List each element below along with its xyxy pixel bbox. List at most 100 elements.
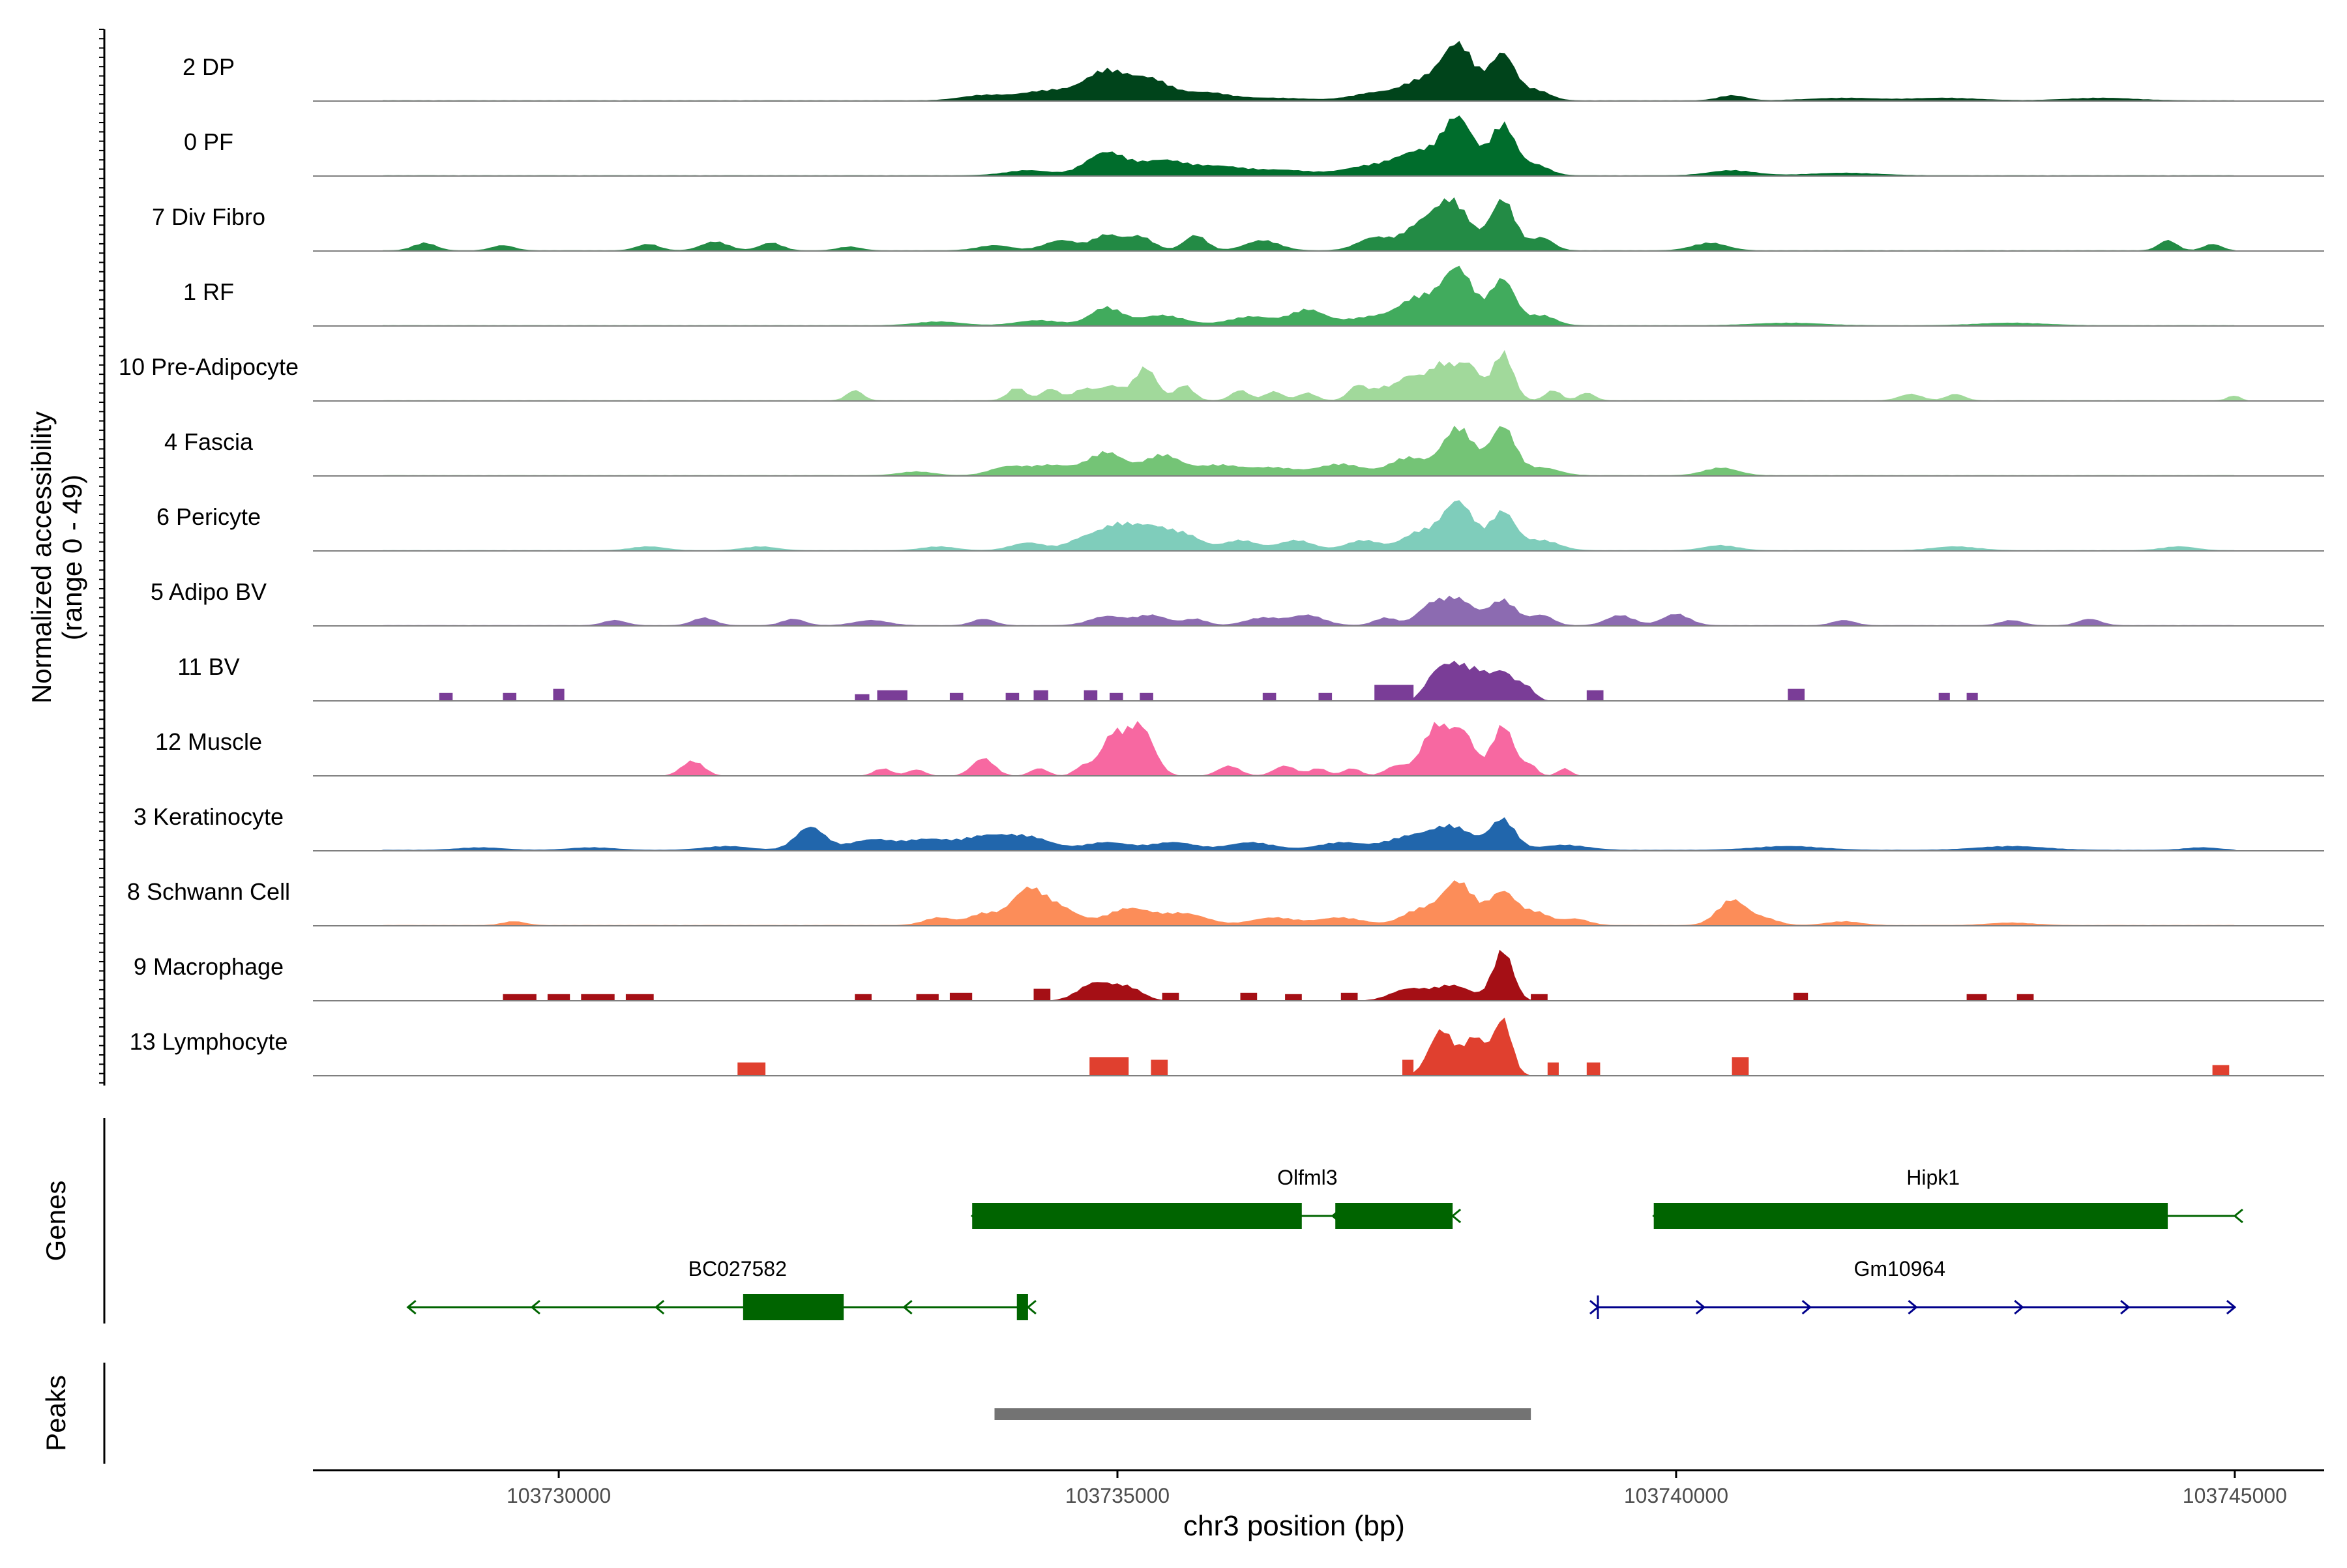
track-14-island-3 (1151, 1059, 1168, 1076)
strand-arrow (654, 1299, 665, 1315)
gene-BC027582: BC027582 (406, 1257, 1037, 1320)
track-area-12 (313, 880, 2324, 926)
y-axis-range: (range 0 - 49) (57, 475, 87, 640)
track-9-island-1 (439, 692, 453, 701)
strand-arrow (2120, 1299, 2131, 1315)
gene-exon (1335, 1203, 1453, 1229)
track-area-6 (313, 425, 2324, 476)
track-label: 7 Div Fibro (152, 203, 265, 230)
track-9-island-18 (1966, 692, 1978, 701)
track-9-island-12 (1262, 692, 1277, 701)
track-label: 2 DP (183, 53, 235, 80)
track-14-island-2 (1089, 1057, 1129, 1076)
peak-region (994, 1408, 1531, 1420)
peaks-track (103, 1363, 1531, 1464)
track-13-island-11 (1285, 994, 1302, 1001)
track-area-2 (313, 115, 2324, 176)
track-9-island-11 (1140, 692, 1153, 701)
y-axis-title: Normalized accessibility (26, 411, 57, 703)
track-label: 8 Schwann Cell (127, 878, 290, 905)
x-axis-title: chr3 position (bp) (1183, 1510, 1405, 1542)
gene-exon (1653, 1203, 2168, 1229)
strand-arrow (902, 1299, 913, 1315)
track-9-island-6 (949, 692, 964, 701)
track-label: 10 Pre-Adipocyte (119, 353, 299, 380)
track-9-island-8 (1033, 690, 1048, 701)
track-13-island-10 (1240, 992, 1258, 1001)
track-9-island-10 (1110, 692, 1123, 701)
track-13-island-4 (625, 994, 654, 1001)
track-area-3 (313, 197, 2324, 251)
gene-exon (743, 1294, 844, 1320)
x-tick-label: 103745000 (2183, 1484, 2287, 1507)
track-area-8 (313, 595, 2324, 626)
strand-arrow (2226, 1299, 2237, 1315)
track-label: 0 PF (184, 128, 233, 155)
strand-arrow (1695, 1299, 1706, 1315)
gene-exon (972, 1203, 1302, 1229)
track-9-island-5 (877, 690, 908, 701)
peaks-title: Peaks (40, 1375, 71, 1451)
strand-arrow (1801, 1299, 1812, 1315)
x-axis: 103730000 103735000 103740000 103745000 (313, 1469, 2324, 1507)
strand-arrow (406, 1299, 417, 1315)
track-9-island-13 (1318, 692, 1333, 701)
track-area-5 (313, 349, 2324, 401)
track-14-island-4 (1402, 1059, 1414, 1076)
track-14-island-7 (1732, 1057, 1749, 1076)
x-tick-label: 103735000 (1065, 1484, 1170, 1507)
track-13-island-9 (1162, 992, 1179, 1001)
track-area-13 (313, 949, 2324, 1001)
track-13-island-1 (503, 994, 537, 1001)
strand-arrow (1451, 1208, 1462, 1224)
strand-arrow (2014, 1299, 2024, 1315)
track-label: 1 RF (183, 278, 234, 305)
track-area-10 (313, 720, 2324, 776)
strand-arrow (530, 1299, 540, 1315)
track-14-island-6 (1586, 1062, 1601, 1076)
track-label: 9 Macrophage (134, 953, 284, 980)
left-axis (99, 29, 106, 1086)
gene-label: Hipk1 (1906, 1166, 1960, 1189)
strand-arrow (2233, 1208, 2243, 1224)
track-label: 11 BV (177, 653, 239, 680)
track-13-island-5 (855, 994, 872, 1001)
track-9-island-7 (1005, 692, 1020, 701)
track-label: 6 Pericyte (156, 503, 261, 530)
track-label: 3 Keratinocyte (134, 803, 284, 830)
strand-arrow (1026, 1299, 1037, 1315)
genes-title: Genes (40, 1181, 71, 1262)
track-9-island-15 (1586, 690, 1604, 701)
tracks-layer (313, 40, 2324, 1076)
x-tick-label: 103740000 (1624, 1484, 1728, 1507)
gene-label: Olfml3 (1277, 1166, 1337, 1189)
strand-arrow (1908, 1299, 1918, 1315)
track-label: 5 Adipo BV (151, 578, 267, 605)
track-13-island-6 (916, 994, 939, 1001)
gene-label: BC027582 (688, 1257, 787, 1280)
track-9-island-17 (1938, 692, 1950, 701)
track-13-island-7 (949, 992, 973, 1001)
track-14-island-8 (2212, 1065, 2230, 1076)
track-labels: 2 DP 0 PF 7 Div Fibro 1 RF 10 Pre-Adipocyte 4… (119, 53, 299, 1055)
track-13-island-8 (1033, 988, 1051, 1001)
track-label: 12 Muscle (155, 728, 262, 755)
track-13-island-15 (1966, 994, 1987, 1001)
genes-track: Olfml3 Hipk1 BC027582 Gm10964 (103, 1118, 2243, 1324)
track-area-7 (313, 500, 2324, 551)
gene-Hipk1: Hipk1 (1652, 1166, 2243, 1229)
track-9-island-4 (855, 694, 870, 701)
track-label: 4 Fascia (164, 428, 254, 455)
track-13-island-2 (547, 994, 570, 1001)
track-13-island-3 (581, 994, 615, 1001)
track-9-island-9 (1084, 690, 1098, 701)
track-13-island-16 (2016, 994, 2034, 1001)
track-13-island-14 (1793, 992, 1808, 1001)
track-area-11 (313, 817, 2324, 851)
track-area-4 (313, 265, 2324, 326)
track-area-1 (313, 40, 2324, 101)
gene-exon (1016, 1294, 1028, 1320)
strand-arrow (1589, 1299, 1600, 1315)
